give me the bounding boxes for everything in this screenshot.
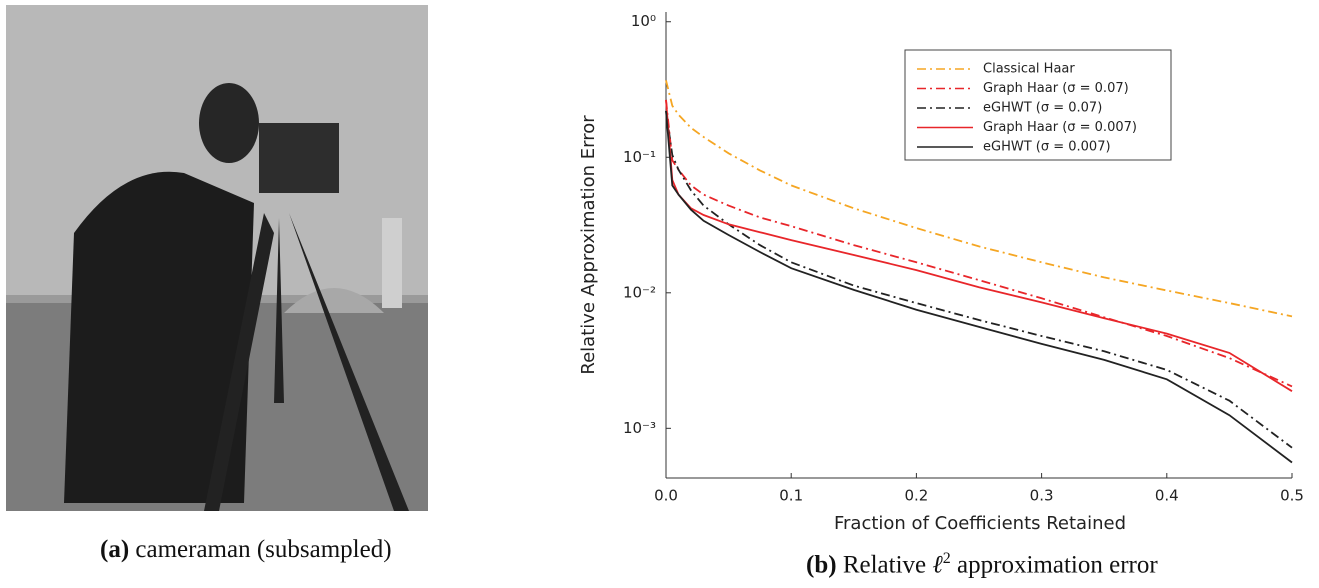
legend-label: Graph Haar (σ = 0.007) [983, 120, 1137, 135]
legend-label: Classical Haar [983, 62, 1075, 77]
y-axis-label: Relative Approximation Error [578, 115, 599, 375]
x-tick-label: 0.4 [1155, 487, 1179, 505]
chart-caption: (b) Relative ℓ2 approximation error [806, 550, 1158, 579]
x-tick-label: 0.3 [1030, 487, 1054, 505]
x-tick-label: 0.5 [1280, 487, 1304, 505]
x-tick-label: 0.2 [904, 487, 928, 505]
series-line [665, 110, 1293, 464]
caption-text: cameraman (subsampled) [135, 536, 392, 563]
series-line [665, 80, 1293, 318]
caption-text: Relative [842, 551, 927, 579]
x-tick-label: 0.0 [654, 487, 678, 505]
caption-label: (a) [100, 536, 130, 563]
legend-label: eGHWT (σ = 0.007) [983, 140, 1111, 155]
caption-math: ℓ [932, 551, 943, 579]
x-tick-label: 0.1 [779, 487, 803, 505]
image-caption: (a) cameraman (subsampled) [100, 536, 392, 564]
legend-label: Graph Haar (σ = 0.07) [983, 81, 1129, 96]
series-line [665, 110, 1293, 449]
caption-text: approximation error [957, 551, 1158, 579]
legend-label: eGHWT (σ = 0.07) [983, 101, 1102, 116]
y-tick-label: 10⁻² [623, 283, 656, 301]
y-tick-label: 10⁻³ [623, 419, 656, 437]
chart: Fraction of Coefficients Retained Relati… [578, 12, 1304, 534]
y-tick-label: 10⁻¹ [623, 148, 656, 166]
caption-label: (b) [806, 551, 837, 579]
y-tick-label: 10⁰ [631, 12, 656, 30]
caption-sup: 2 [942, 550, 951, 567]
photo [6, 5, 428, 511]
x-axis-label: Fraction of Coefficients Retained [834, 513, 1126, 534]
